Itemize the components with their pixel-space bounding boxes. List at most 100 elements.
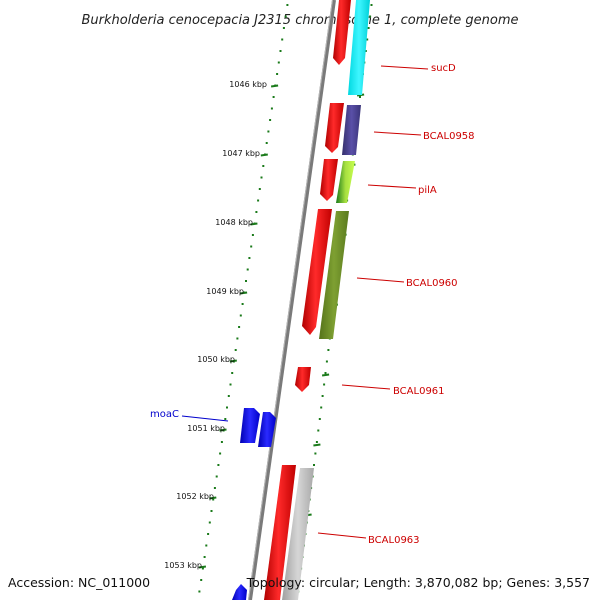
outer-tick-dot <box>324 372 327 374</box>
outer-tick-dot <box>321 395 324 397</box>
inner-tick-dot <box>213 487 216 489</box>
inner-tick-dot <box>279 50 282 52</box>
gene-label-moaC[interactable]: moaC <box>150 409 179 420</box>
inner-tick-dot <box>276 73 279 75</box>
inner-tick-dot <box>245 280 247 282</box>
outer-tick-dot <box>359 96 361 98</box>
major-tick <box>239 291 248 295</box>
leader-line <box>181 415 229 422</box>
gene-arrow-olive[interactable] <box>319 211 349 339</box>
inner-tick-dot <box>269 119 272 121</box>
gene-arrow-red[interactable] <box>295 367 311 392</box>
scale-label-1052: 1052 kbp <box>176 492 214 501</box>
gene-arrow-purple[interactable] <box>342 105 361 155</box>
gene-arrow-blue[interactable] <box>232 584 247 600</box>
inner-tick-dot <box>267 130 270 133</box>
outer-tick-dot <box>315 441 318 443</box>
inner-tick-dot <box>198 590 201 593</box>
gene-arrow-red[interactable] <box>320 159 338 201</box>
gene-label-pilA[interactable]: pilA <box>418 185 437 196</box>
gene-label-BCAL0958[interactable]: BCAL0958 <box>423 131 475 142</box>
major-tick <box>250 222 258 226</box>
gene-label-BCAL0963[interactable]: BCAL0963 <box>368 535 420 546</box>
accession-text: Accession: NC_011000 <box>8 575 150 590</box>
inner-tick-dot <box>281 38 284 41</box>
outer-tick-dot <box>323 383 326 386</box>
scale-label-1049: 1049 kbp <box>206 287 244 296</box>
scale-label-1047: 1047 kbp <box>222 149 260 158</box>
gene-labels: sucD BCAL0958 pilA BCAL0960 BCAL0961 moa… <box>150 63 475 546</box>
gene-arrow-blue[interactable] <box>240 408 260 443</box>
inner-tick-dot <box>255 211 258 213</box>
inner-tick-dot <box>241 303 244 305</box>
inner-tick-dot <box>265 142 268 144</box>
inner-tick-dot <box>238 326 241 328</box>
inner-tick-dot <box>208 521 211 524</box>
scale-label-1050: 1050 kbp <box>197 355 235 364</box>
inner-tick-dot <box>282 27 285 29</box>
leader-line <box>373 131 422 136</box>
leader-line <box>317 532 367 539</box>
outer-tick-dot <box>370 4 373 6</box>
major-tick <box>270 84 279 88</box>
inner-tick-dot <box>248 257 251 259</box>
gene-arrow-gray[interactable] <box>282 468 314 600</box>
inner-tick-dot <box>262 165 265 167</box>
inner-tick-dot <box>205 544 208 547</box>
gene-arrow-red[interactable] <box>302 209 332 335</box>
inner-tick-dot <box>220 441 223 443</box>
gene-arrow-lime[interactable] <box>336 161 355 203</box>
outer-tick-dot <box>325 360 328 363</box>
scale-labels: 1046 kbp 1047 kbp 1048 kbp 1049 kbp 1050… <box>164 80 267 570</box>
inner-tick-dot <box>251 234 254 236</box>
inner-tick-dot <box>226 406 228 409</box>
inner-tick-dot <box>200 579 203 581</box>
inner-tick-dot <box>224 418 227 420</box>
gene-label-BCAL0960[interactable]: BCAL0960 <box>406 278 458 289</box>
inner-tick-dot <box>219 452 222 455</box>
gene-arrow-red[interactable] <box>333 0 351 65</box>
inner-tick-dot <box>234 349 237 351</box>
gene-arrow-red[interactable] <box>325 103 344 153</box>
gene-label-BCAL0961[interactable]: BCAL0961 <box>393 386 445 397</box>
major-tick <box>198 565 207 569</box>
genome-backbone-highlight <box>248 0 333 600</box>
outer-tick-dot <box>327 349 330 351</box>
inner-tick-dot <box>217 464 220 466</box>
gene-label-sucD[interactable]: sucD <box>431 63 456 74</box>
inner-tick-dot <box>260 176 263 179</box>
gene-arrow-cyan[interactable] <box>348 0 370 95</box>
outer-tick-dot <box>369 15 372 18</box>
outer-tick-dot <box>367 27 370 29</box>
outer-tick-dot <box>313 464 315 466</box>
major-tick <box>229 359 237 363</box>
inner-tick-dot <box>207 533 210 535</box>
inner-tick-dot <box>284 15 287 18</box>
inner-tick-dot <box>246 268 249 271</box>
outer-major-tick <box>313 443 321 447</box>
outer-tick-dot <box>366 38 369 41</box>
gene-arrow-red[interactable] <box>264 465 296 600</box>
leader-line <box>356 277 405 283</box>
genome-backbone <box>248 0 336 600</box>
outer-tick-dot <box>320 406 323 409</box>
scale-label-1048: 1048 kbp <box>215 218 253 227</box>
outer-tick-dot <box>318 418 321 420</box>
inner-tick-dot <box>227 395 230 397</box>
leader-line <box>380 65 429 70</box>
major-tick <box>209 496 217 500</box>
inner-tick-dot <box>239 314 242 317</box>
outer-major-tick <box>321 373 330 377</box>
scale-label-1051: 1051 kbp <box>187 424 225 433</box>
inner-tick-dot <box>250 245 253 248</box>
inner-tick-dot <box>215 475 218 478</box>
gene-arrow-blue[interactable] <box>258 412 276 447</box>
scale-label-1053: 1053 kbp <box>164 561 202 570</box>
leader-line <box>341 384 391 390</box>
inner-tick-dot <box>277 61 280 64</box>
inner-tick-dot <box>229 383 232 386</box>
inner-tick-dot <box>231 372 234 374</box>
inner-tick-dot <box>257 199 260 202</box>
